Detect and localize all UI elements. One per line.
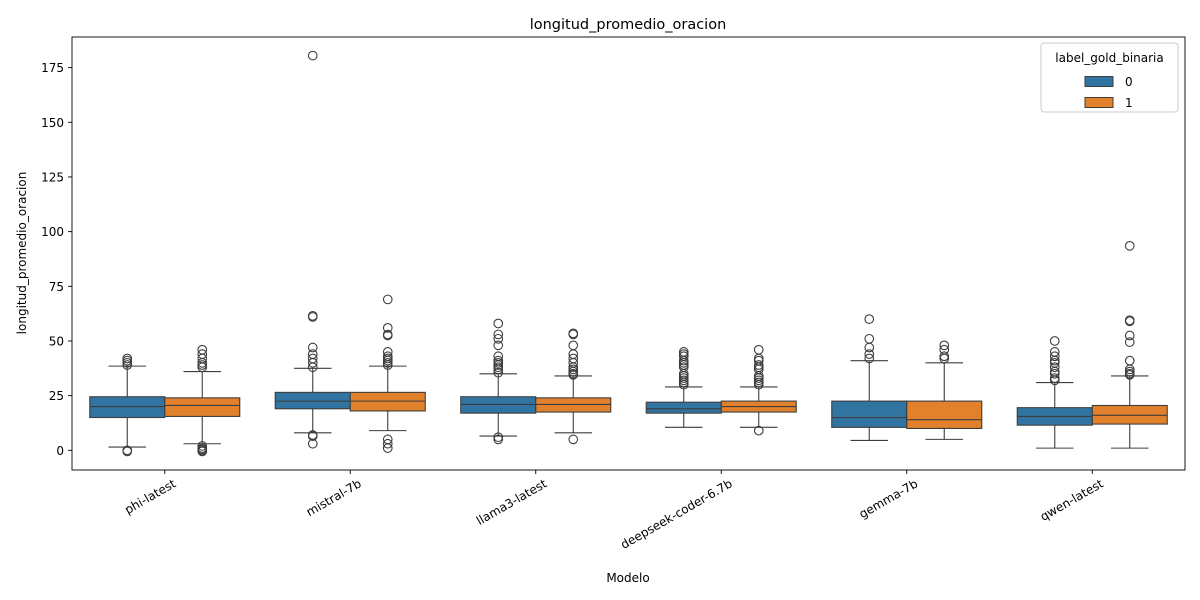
box-group-llama3-latest-1 xyxy=(535,328,612,445)
outlier-point xyxy=(493,351,504,362)
outlier-point xyxy=(568,353,579,364)
outlier-point xyxy=(493,355,504,366)
outlier-point xyxy=(753,425,764,436)
legend-label: 0 xyxy=(1125,75,1133,89)
y-tick-label: 125 xyxy=(41,170,64,184)
outlier-point xyxy=(1049,362,1060,373)
outlier-point xyxy=(939,351,950,362)
legend-label: 1 xyxy=(1125,96,1133,110)
outlier-point xyxy=(307,349,318,359)
outlier-point xyxy=(307,310,318,321)
outlier-point xyxy=(568,328,579,339)
x-tick-label: qwen-latest xyxy=(1038,476,1106,524)
outlier-point xyxy=(493,432,504,443)
outlier-point xyxy=(382,438,393,449)
outlier-point xyxy=(307,342,318,353)
outlier-point xyxy=(307,353,318,364)
outlier-point xyxy=(1049,351,1060,362)
box-iqr xyxy=(164,397,241,417)
outlier-point xyxy=(939,353,950,364)
outlier-point xyxy=(122,353,133,364)
outlier-point xyxy=(493,333,504,344)
box-group-phi-latest-1 xyxy=(164,344,241,457)
y-tick-label: 75 xyxy=(49,280,64,294)
legend-swatch xyxy=(1084,76,1114,87)
outlier-point xyxy=(939,344,950,355)
outlier-point xyxy=(753,344,764,355)
box-group-deepseek-coder-6.7b-0 xyxy=(645,347,722,428)
outlier-point xyxy=(122,446,133,457)
plot-frame xyxy=(71,36,1186,471)
y-tick-label: 100 xyxy=(41,225,64,239)
box-group-phi-latest-0 xyxy=(89,353,166,457)
x-tick-label: deepseek-coder-6.7b xyxy=(618,476,734,551)
outlier-point xyxy=(939,340,950,351)
outlier-point xyxy=(382,323,393,333)
box-group-gemma-7b-1 xyxy=(906,340,983,440)
y-tick-label: 175 xyxy=(41,61,64,75)
box-group-gemma-7b-0 xyxy=(831,314,908,442)
outlier-point xyxy=(568,340,579,351)
outlier-point xyxy=(493,340,504,351)
outlier-point xyxy=(382,351,393,362)
outlier-point xyxy=(753,353,764,364)
outlier-point xyxy=(1049,373,1060,384)
box-group-llama3-latest-0 xyxy=(460,318,537,445)
x-tick-label: mistral-7b xyxy=(304,476,364,519)
outlier-point xyxy=(678,349,689,359)
y-axis-label: longitud_promedio_oracion xyxy=(15,172,29,335)
outlier-point xyxy=(493,367,504,378)
outlier-point xyxy=(678,347,689,357)
box-group-qwen-latest-0 xyxy=(1016,336,1093,449)
outlier-point xyxy=(493,318,504,329)
box-iqr xyxy=(831,400,908,428)
outlier-point xyxy=(568,434,579,445)
outlier-point xyxy=(1049,336,1060,346)
box-group-mistral-7b-0 xyxy=(274,50,351,449)
outlier-point xyxy=(864,333,875,344)
x-tick-label: phi-latest xyxy=(122,476,178,517)
legend-title: label_gold_binaria xyxy=(1055,51,1163,65)
box-group-mistral-7b-1 xyxy=(349,294,426,453)
outlier-point xyxy=(753,360,764,370)
y-tick-label: 50 xyxy=(49,334,64,348)
y-tick-label: 0 xyxy=(56,444,64,458)
outlier-point xyxy=(864,353,875,364)
outlier-point xyxy=(864,314,875,324)
outlier-point xyxy=(493,329,504,340)
legend-swatch xyxy=(1084,97,1114,108)
outlier-point xyxy=(1124,330,1135,341)
chart-title: longitud_promedio_oracion xyxy=(530,17,727,33)
x-tick-label: llama3-latest xyxy=(474,476,549,528)
outlier-point xyxy=(1124,355,1135,366)
y-tick-label: 150 xyxy=(41,116,64,130)
outlier-point xyxy=(382,434,393,445)
outlier-point xyxy=(1124,337,1135,347)
box-group-deepseek-coder-6.7b-1 xyxy=(720,344,797,436)
outlier-point xyxy=(197,441,208,451)
outlier-point xyxy=(382,329,393,340)
outlier-point xyxy=(197,349,208,359)
box-group-qwen-latest-1 xyxy=(1091,240,1168,449)
outlier-point xyxy=(1049,347,1060,357)
outlier-point xyxy=(1124,240,1135,251)
outlier-point xyxy=(197,344,208,355)
legend: label_gold_binaria 0 1 xyxy=(1040,42,1179,113)
outlier-point xyxy=(307,50,318,61)
x-tick-label: gemma-7b xyxy=(857,476,921,521)
box-iqr xyxy=(906,400,983,429)
outlier-point xyxy=(382,347,393,357)
outlier-point xyxy=(382,294,393,305)
outlier-point xyxy=(1124,315,1135,326)
outlier-point xyxy=(864,342,875,353)
outlier-point xyxy=(307,430,318,440)
outlier-point xyxy=(864,349,875,359)
x-axis-label: Modelo xyxy=(606,571,649,585)
box-iqr xyxy=(645,401,722,414)
y-tick-label: 25 xyxy=(49,389,64,403)
